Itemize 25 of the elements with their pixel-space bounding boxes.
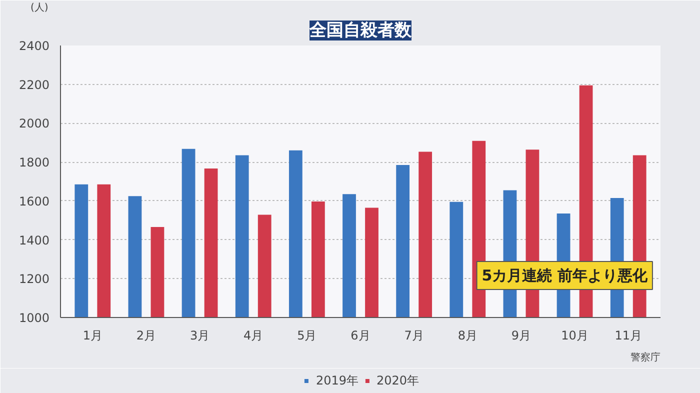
y-tick-label: 2000	[18, 116, 50, 131]
legend-label: 2019年	[316, 372, 358, 389]
x-tick-label: 11月	[614, 328, 642, 342]
x-tick-label: 1月	[82, 328, 102, 342]
x-tick-label: 10月	[561, 328, 588, 342]
x-tick-label: 8月	[458, 328, 478, 342]
x-tick-label: 4月	[244, 328, 264, 342]
x-tick-label: 5月	[297, 328, 317, 342]
x-tick-label: 7月	[404, 328, 424, 342]
y-tick-label: 1600	[18, 194, 50, 208]
y-tick-label: 1200	[18, 272, 50, 286]
x-tick-label: 2月	[136, 328, 156, 342]
annotation: 5カ月連続 前年より悪化	[482, 266, 648, 284]
text: 警察庁	[630, 352, 660, 364]
y-tick-label: 1000	[18, 311, 50, 325]
y-tick-label: 2400	[18, 39, 50, 53]
y-tick-label: 1400	[18, 233, 50, 248]
x-tick-label: 6月	[350, 328, 370, 342]
chart-title: 全国自殺者数	[308, 20, 412, 40]
y-axis-title: (人)	[30, 2, 48, 14]
x-tick-label: 3月	[190, 328, 210, 342]
legend-label: 2020年	[376, 372, 420, 389]
y-tick-label: 1800	[18, 156, 50, 170]
x-tick-label: 9月	[511, 328, 532, 342]
y-tick-label: 2200	[18, 78, 50, 92]
